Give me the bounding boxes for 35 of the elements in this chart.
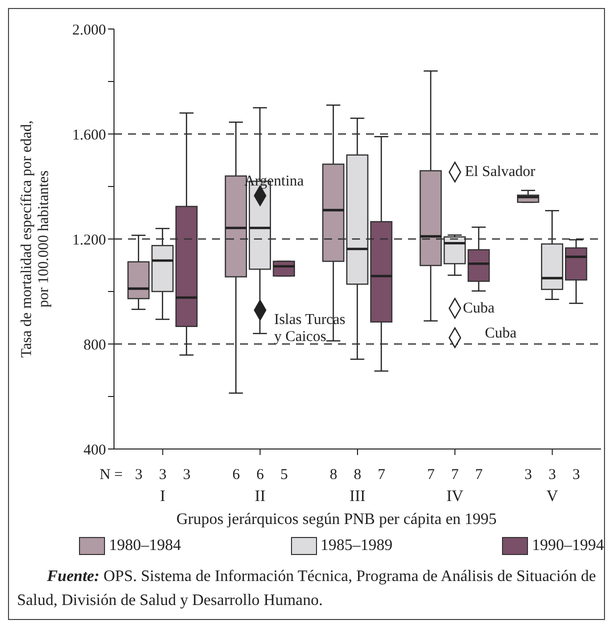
x-tick-label: II [254, 488, 266, 505]
annotation: Cuba [484, 326, 517, 342]
text: 7 [475, 467, 484, 483]
legend-label: 1985–1989 [320, 537, 392, 555]
text: 3 [134, 467, 142, 483]
annotation: Cuba [462, 300, 495, 316]
text: 3 [524, 467, 532, 483]
text: 7 [451, 467, 460, 483]
annotation: El Salvador [464, 164, 536, 180]
text: 5 [280, 467, 288, 483]
text: 3 [548, 467, 556, 483]
x-tick-label: IV [446, 488, 464, 505]
text: 3 [158, 467, 166, 483]
text: 7 [378, 467, 386, 483]
x-axis-title: Grupos jerárquicos según PNB per cápita en 1995 [175, 511, 498, 529]
x-tick-label: V [546, 488, 559, 505]
y-tick-label: 1.200 [72, 232, 106, 248]
text: 6 [232, 467, 240, 483]
source-note: Fuente: OPS. Sistema de Información Técnica, Programa de Análisis de Situación de Salud, División de Salud y Desarrollo Humano. [16, 567, 597, 611]
text: 6 [256, 467, 264, 483]
y-tick-label: 800 [84, 337, 106, 354]
x-tick-label: I [160, 488, 166, 505]
x-tick-label: III [350, 488, 366, 505]
text: N = [100, 467, 123, 483]
text: 3 [182, 467, 190, 483]
legend-label: 1980–1984 [109, 537, 181, 555]
y-tick-label: 1.600 [72, 127, 106, 144]
text: 7 [427, 467, 436, 483]
y-axis-title: Tasa de mortalidad específica por edad, por 100.000 habitantes [19, 120, 52, 358]
legend-label: 1990–1994 [532, 537, 604, 555]
y-tick-label: 2.000 [72, 22, 106, 38]
text: 8 [354, 467, 362, 483]
y-tick-label: 400 [84, 442, 106, 458]
text: 8 [330, 467, 338, 483]
text: 3 [572, 467, 580, 483]
